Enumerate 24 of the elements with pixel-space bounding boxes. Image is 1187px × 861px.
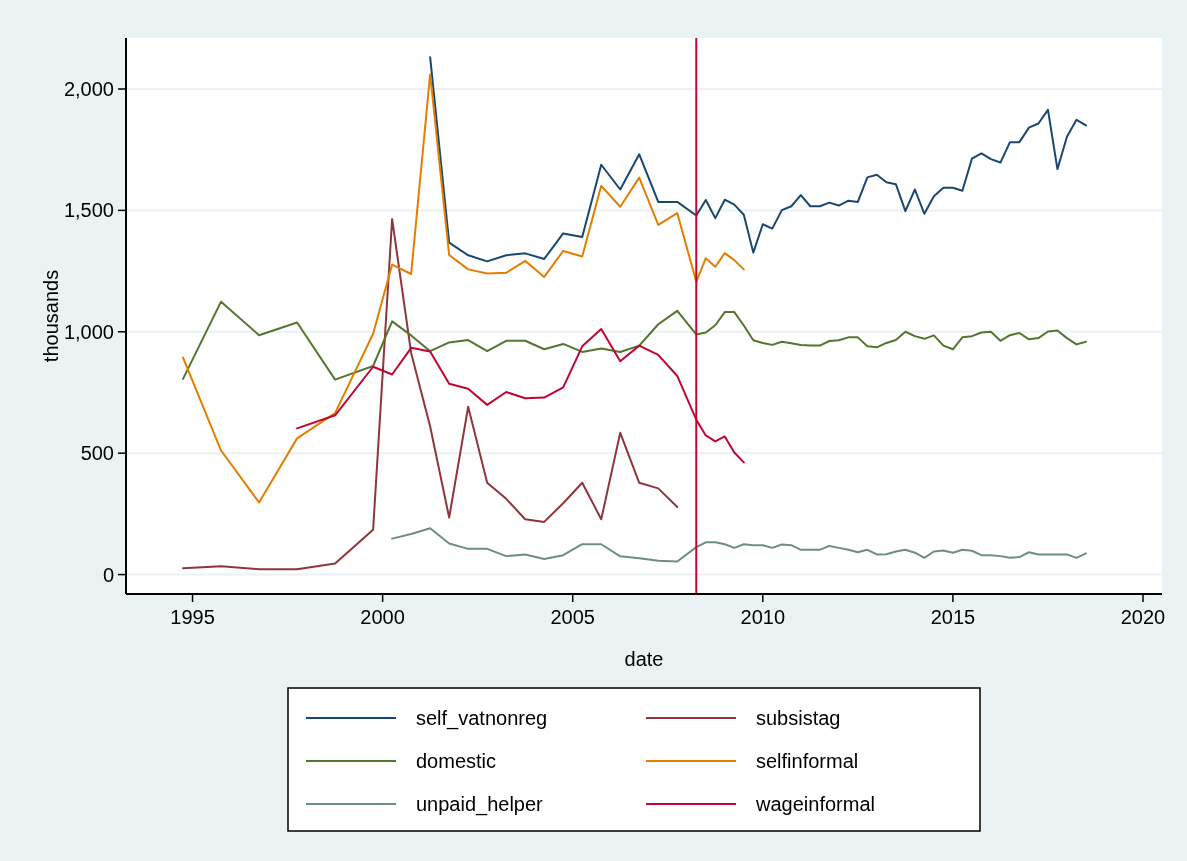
x-tick-label: 2010 [740,606,786,628]
legend-label: subsistag [756,707,841,729]
line-series [182,73,745,504]
line-series [182,300,1087,381]
line-series [429,56,1087,263]
y-tick-label: 0 [102,563,114,586]
legend-label: wageinformal [755,793,875,815]
legend-label: self_vatnonreg [416,707,548,730]
y-tick-label: 2,000 [63,77,114,100]
legend-label: selfinformal [756,750,859,772]
y-tick-label: 1,500 [63,199,114,222]
x-tick-label: 2020 [1120,606,1166,628]
line-series [391,527,1087,563]
y-axis-title: thousands [40,269,62,363]
x-tick-label: 2015 [930,606,976,628]
line-series [182,218,679,571]
x-axis-title: date [624,648,664,670]
y-tick-label: 1,000 [63,320,114,343]
x-tick-label: 1995 [170,606,215,628]
x-tick-label: 2000 [360,606,405,628]
y-tick-label: 500 [80,442,114,465]
x-tick-label: 2005 [550,606,595,628]
legend-label: unpaid_helper [416,793,544,816]
legend-label: domestic [416,750,497,772]
